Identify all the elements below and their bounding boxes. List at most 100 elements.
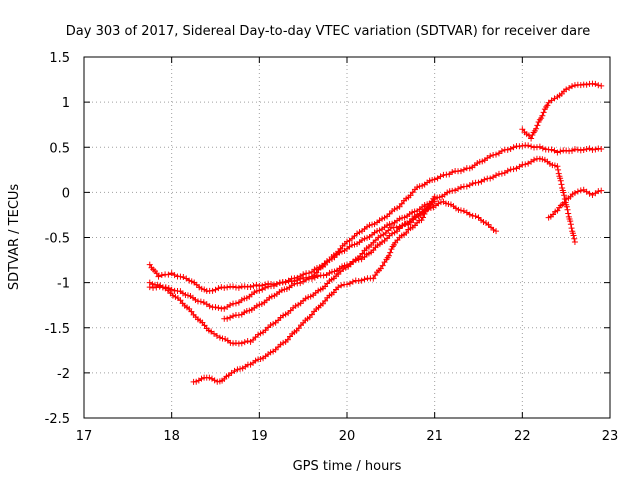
data-point	[314, 272, 321, 279]
data-point	[554, 163, 561, 170]
data-point	[222, 336, 229, 342]
data-point	[257, 330, 264, 337]
data-point	[270, 320, 277, 327]
data-point	[354, 230, 361, 237]
series-layer	[146, 80, 605, 385]
data-point	[391, 229, 398, 236]
series-track-7	[545, 186, 605, 221]
data-point	[557, 177, 564, 184]
data-point	[598, 82, 605, 89]
data-point	[338, 282, 345, 289]
data-point	[401, 221, 408, 228]
data-point	[282, 311, 289, 318]
data-point	[574, 188, 581, 195]
data-point	[571, 235, 578, 242]
data-point	[563, 86, 570, 93]
data-point	[206, 303, 213, 310]
data-point	[554, 149, 561, 156]
data-point	[221, 284, 228, 291]
data-point	[595, 145, 602, 152]
data-point	[391, 206, 398, 213]
data-point	[241, 295, 248, 302]
data-point	[235, 284, 242, 291]
series-track-5	[190, 193, 438, 385]
data-point	[396, 225, 403, 232]
data-point	[401, 214, 408, 221]
data-point	[193, 378, 200, 385]
data-point	[322, 297, 329, 304]
data-point	[592, 80, 599, 87]
data-point	[218, 284, 225, 291]
data-point	[251, 289, 258, 296]
data-point	[431, 193, 438, 200]
data-point	[308, 268, 315, 275]
data-point	[275, 317, 282, 324]
data-point	[261, 299, 268, 306]
data-point	[209, 287, 216, 294]
y-tick-label: -1.5	[45, 322, 70, 337]
data-point	[211, 377, 218, 384]
data-point	[267, 349, 274, 356]
data-point	[564, 206, 571, 213]
data-point	[533, 125, 540, 132]
data-point	[165, 271, 172, 278]
data-point	[252, 357, 259, 364]
data-point	[425, 204, 432, 211]
data-point	[504, 146, 511, 153]
data-point	[385, 227, 392, 234]
data-point	[283, 286, 290, 293]
x-axis-title: GPS time / hours	[293, 459, 402, 474]
data-point	[551, 162, 558, 169]
data-point	[262, 327, 269, 334]
data-point	[418, 217, 425, 224]
data-point	[421, 211, 428, 218]
data-point	[583, 145, 590, 152]
data-point	[188, 278, 195, 285]
data-point	[409, 215, 416, 222]
x-tick-label: 22	[514, 429, 531, 444]
data-point	[305, 294, 312, 301]
data-point	[184, 292, 191, 299]
data-point	[475, 214, 482, 221]
data-point	[277, 341, 284, 348]
data-point	[498, 148, 505, 155]
data-point	[206, 374, 213, 381]
data-point	[396, 215, 403, 222]
data-point	[212, 304, 219, 311]
data-point	[407, 192, 414, 199]
data-point	[318, 262, 325, 269]
data-point	[389, 230, 396, 237]
data-point	[146, 261, 153, 268]
data-point	[231, 367, 238, 374]
data-point	[480, 219, 487, 226]
data-point	[428, 198, 435, 205]
data-point	[580, 147, 587, 154]
data-point	[186, 277, 193, 284]
data-point	[192, 296, 199, 303]
data-point	[379, 262, 386, 269]
data-point	[555, 166, 562, 173]
data-point	[331, 268, 338, 275]
data-point	[282, 279, 289, 286]
data-point	[498, 170, 505, 177]
data-point	[366, 222, 373, 229]
data-point	[382, 230, 389, 237]
series-track-4	[221, 198, 438, 322]
data-point	[469, 180, 476, 187]
x-tick-label: 21	[426, 429, 443, 444]
data-point	[475, 179, 482, 186]
data-point	[525, 142, 532, 149]
data-point	[479, 158, 486, 165]
data-point	[295, 301, 302, 308]
data-point	[247, 283, 254, 290]
data-point	[379, 239, 386, 246]
data-point	[177, 297, 184, 304]
data-point	[485, 221, 492, 228]
data-point	[370, 239, 377, 246]
data-point	[559, 185, 566, 192]
data-point	[376, 227, 383, 234]
y-tick-label: -2	[57, 367, 70, 382]
data-point	[258, 300, 265, 307]
data-point	[384, 222, 391, 229]
data-point	[308, 311, 315, 318]
